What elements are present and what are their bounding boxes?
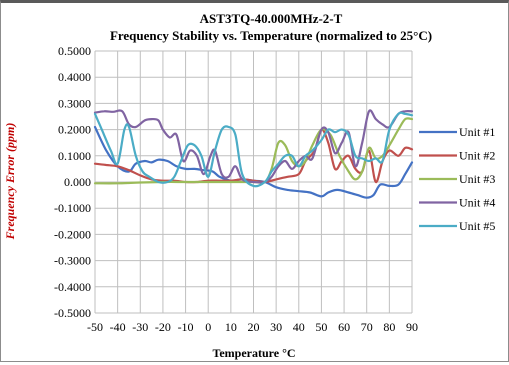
x-tick-label: -50 <box>87 320 103 334</box>
x-tick-label: 70 <box>361 320 373 334</box>
x-tick-label: -10 <box>178 320 194 334</box>
x-tick-label: -30 <box>132 320 148 334</box>
y-axis-title: Frequency Error (ppm) <box>3 123 17 241</box>
legend-label-unit-3: Unit #3 <box>459 172 495 186</box>
x-tick-label: 0 <box>205 320 211 334</box>
x-tick-label: 50 <box>315 320 327 334</box>
chart-subtitle: Frequency Stability vs. Temperature (nor… <box>110 28 432 43</box>
y-tick-label: 0.5000 <box>58 44 91 58</box>
legend-label-unit-5: Unit #5 <box>459 219 495 233</box>
y-tick-label: 0.4000 <box>58 70 91 84</box>
series-line-unit-4 <box>93 109 414 184</box>
x-tick-labels: -50 -40 -30 -20 -10 0 10 20 30 40 50 60 70 80 90 <box>87 320 418 334</box>
chart: AST3TQ-40.000MHz-2-T Frequency Stability… <box>3 11 495 360</box>
y-tick-label: 0.3000 <box>58 96 91 110</box>
x-tick-label: 10 <box>225 320 237 334</box>
y-tick-label: -0.1000 <box>54 201 91 215</box>
x-tick-label: 30 <box>270 320 282 334</box>
y-tick-label: -0.5000 <box>54 306 91 320</box>
legend: Unit #1 Unit #2 Unit #3 Unit #4 Unit #5 <box>419 125 495 233</box>
legend-label-unit-4: Unit #4 <box>459 196 495 210</box>
x-axis-title: Temperature °C <box>212 346 295 360</box>
x-tick-label: 80 <box>383 320 395 334</box>
y-tick-labels: 0.5000 0.4000 0.3000 0.2000 0.1000 0.000 -0.10… <box>54 44 91 320</box>
chart-title: AST3TQ-40.000MHz-2-T <box>200 11 343 26</box>
legend-label-unit-1: Unit #1 <box>459 125 495 139</box>
y-tick-label: 0.2000 <box>58 123 91 137</box>
y-tick-label: -0.3000 <box>54 254 91 268</box>
x-tick-label: -40 <box>110 320 126 334</box>
series-line-unit-5 <box>93 111 414 188</box>
x-tick-label: 60 <box>338 320 350 334</box>
x-tick-label: -20 <box>155 320 171 334</box>
legend-label-unit-2: Unit #2 <box>459 149 495 163</box>
y-tick-label: -0.2000 <box>54 227 91 241</box>
series-layer <box>93 109 414 199</box>
y-tick-label: 0.1000 <box>58 149 91 163</box>
x-tick-label: 20 <box>248 320 260 334</box>
x-tick-label: 40 <box>293 320 305 334</box>
y-tick-label: -0.4000 <box>54 280 91 294</box>
y-tick-label: 0.000 <box>64 175 91 189</box>
series-line-unit-2 <box>93 128 414 184</box>
x-tick-label: 90 <box>406 320 418 334</box>
